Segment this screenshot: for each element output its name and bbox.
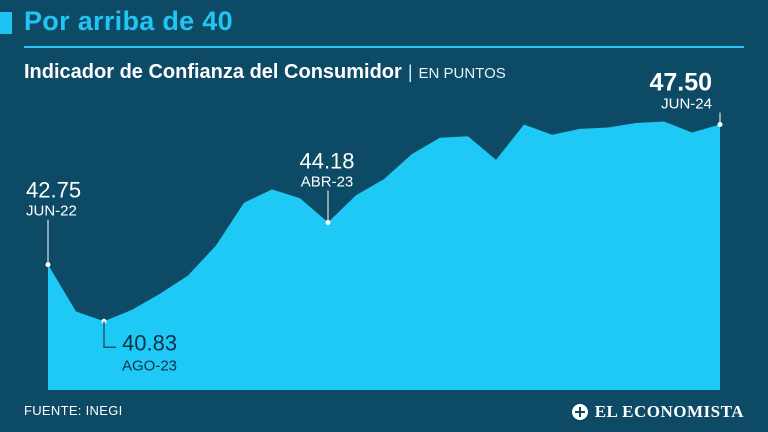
- annotation-leader: [103, 321, 116, 348]
- annotation-date: JUN-24: [661, 96, 712, 113]
- logo-icon: [571, 404, 588, 420]
- annotation-date: ABR-23: [301, 173, 354, 190]
- logo-text: EL ECONOMISTA: [594, 402, 744, 421]
- source-note: FUENTE: INEGI: [24, 403, 123, 418]
- annotation-date: AGO-23: [122, 357, 177, 374]
- annotation-value: 44.18: [299, 148, 354, 173]
- header-divider: [24, 46, 744, 48]
- annotation-value: 40.83: [122, 330, 177, 355]
- headline: Por arriba de 40: [24, 6, 233, 36]
- title-separator: |: [407, 62, 413, 82]
- publisher-logo: EL ECONOMISTA: [571, 402, 744, 422]
- annotation-value: 42.75: [26, 178, 81, 203]
- chart-title-text: Indicador de Confianza del Consumidor: [24, 61, 402, 83]
- chart-title: Indicador de Confianza del Consumidor | EN…: [24, 61, 506, 84]
- area-series: [48, 121, 720, 390]
- annotation-date: JUN-22: [26, 203, 77, 220]
- annotation-value: 47.50: [649, 69, 712, 97]
- headline-accent-bar: [0, 12, 12, 34]
- unit-label: EN PUNTOS: [418, 65, 506, 82]
